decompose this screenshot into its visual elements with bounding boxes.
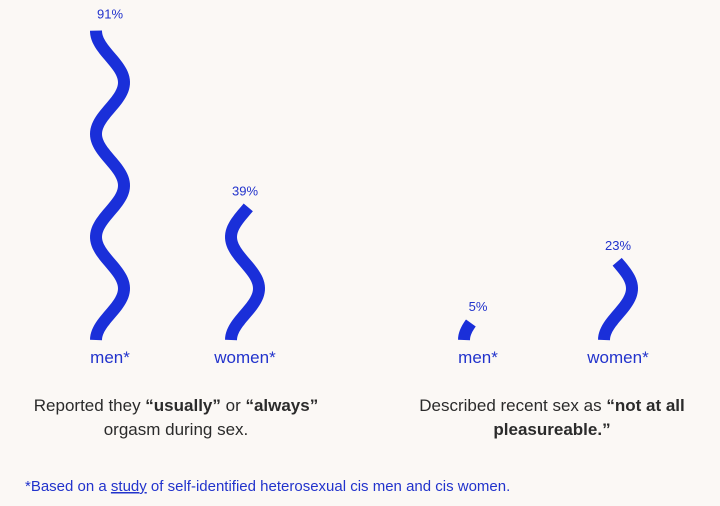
footnote-text: *Based on a (25, 478, 111, 495)
caption-line: Reported they “usually” or “always” (34, 396, 318, 415)
category-label: men* (458, 348, 498, 367)
caption-line: pleasureable.” (493, 420, 610, 439)
value-label: 23% (605, 238, 631, 253)
wavy-bar (225, 203, 265, 341)
caption-segment: Described recent sex as (419, 396, 606, 415)
value-label: 91% (97, 7, 123, 22)
caption-segment: “always” (245, 396, 318, 415)
caption-segment: Reported they (34, 396, 146, 415)
footnote-text: of self-identified heterosexual cis men … (147, 478, 511, 495)
category-label: women* (213, 348, 276, 367)
wavy-bar (598, 257, 638, 341)
caption-segment: or (221, 396, 246, 415)
category-label: women* (586, 348, 649, 367)
value-label: 39% (232, 183, 258, 198)
footnote: *Based on a study of self-identified het… (25, 478, 510, 495)
caption-segment: “usually” (145, 396, 221, 415)
footnote-link[interactable]: study (111, 478, 147, 495)
caption-segment: orgasm during sex. (104, 420, 249, 439)
value-label: 5% (469, 299, 488, 314)
caption-line: Described recent sex as “not at all (419, 396, 685, 415)
caption-segment: pleasureable.” (493, 420, 610, 439)
caption-line: orgasm during sex. (104, 420, 249, 439)
wavy-bar (458, 319, 476, 341)
category-label: men* (90, 348, 130, 367)
wavy-bar (89, 30, 130, 341)
caption-segment: “not at all (606, 396, 684, 415)
